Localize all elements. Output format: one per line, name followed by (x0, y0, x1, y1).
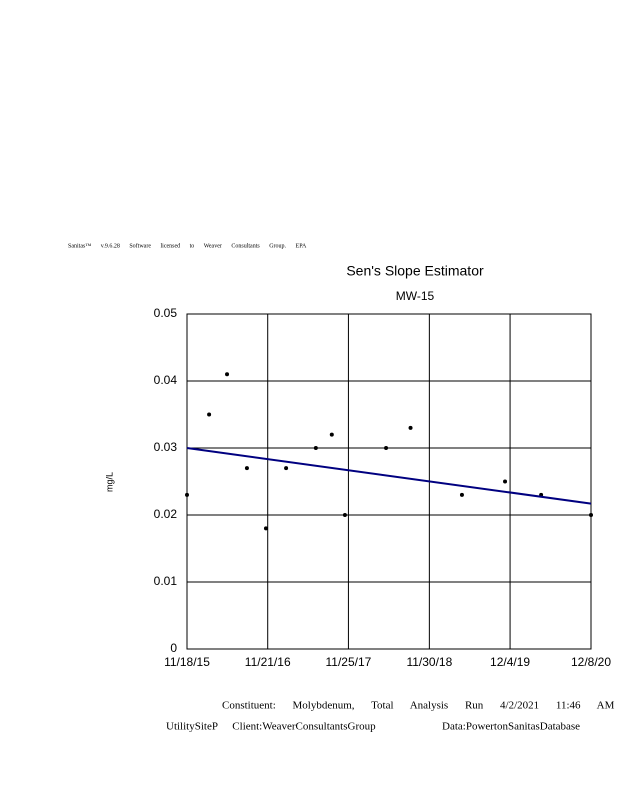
chart-subtitle: MW-15 (396, 289, 435, 303)
data-point (284, 466, 289, 471)
data-point (408, 425, 413, 430)
x-tick-label: 12/4/19 (490, 655, 530, 669)
y-tick-label: 0.01 (154, 574, 178, 588)
data-point (459, 492, 464, 497)
y-tick-label: 0.02 (154, 507, 178, 521)
footer-line: Constituent: Molybdenum, Total Analysis … (222, 700, 615, 712)
data-point (342, 513, 347, 517)
chart-title: Sen's Slope Estimator (346, 263, 484, 279)
data-point (503, 479, 508, 484)
data-point (263, 526, 268, 531)
data-point (329, 432, 334, 437)
data-point (207, 412, 212, 417)
x-tick-label: 11/21/16 (245, 655, 291, 669)
y-tick-label: 0.05 (154, 306, 178, 320)
data-point (244, 466, 249, 471)
footer-line: Data:PowertonSanitasDatabase (442, 721, 580, 733)
y-tick-label: 0 (170, 641, 177, 655)
license-note: Sanitas™ v.9.6.28 Software licensed to W… (68, 242, 307, 249)
x-tick-label: 11/25/17 (326, 655, 372, 669)
plot-area (186, 313, 592, 650)
y-tick-label: 0.04 (154, 373, 178, 387)
data-point (185, 492, 189, 497)
trend-line (186, 447, 592, 505)
data-point (589, 513, 593, 517)
data-point (313, 446, 318, 450)
x-tick-label: 11/30/18 (406, 655, 452, 669)
x-tick-label: 12/8/20 (571, 655, 611, 669)
x-tick-label: 11/18/15 (164, 655, 210, 669)
footer-line: UtilitySiteP Client:WeaverConsultantsGro… (166, 721, 376, 733)
data-point (225, 372, 230, 377)
y-axis-label: mg/L (104, 472, 114, 492)
y-tick-label: 0.03 (154, 440, 178, 454)
data-point (384, 446, 389, 450)
